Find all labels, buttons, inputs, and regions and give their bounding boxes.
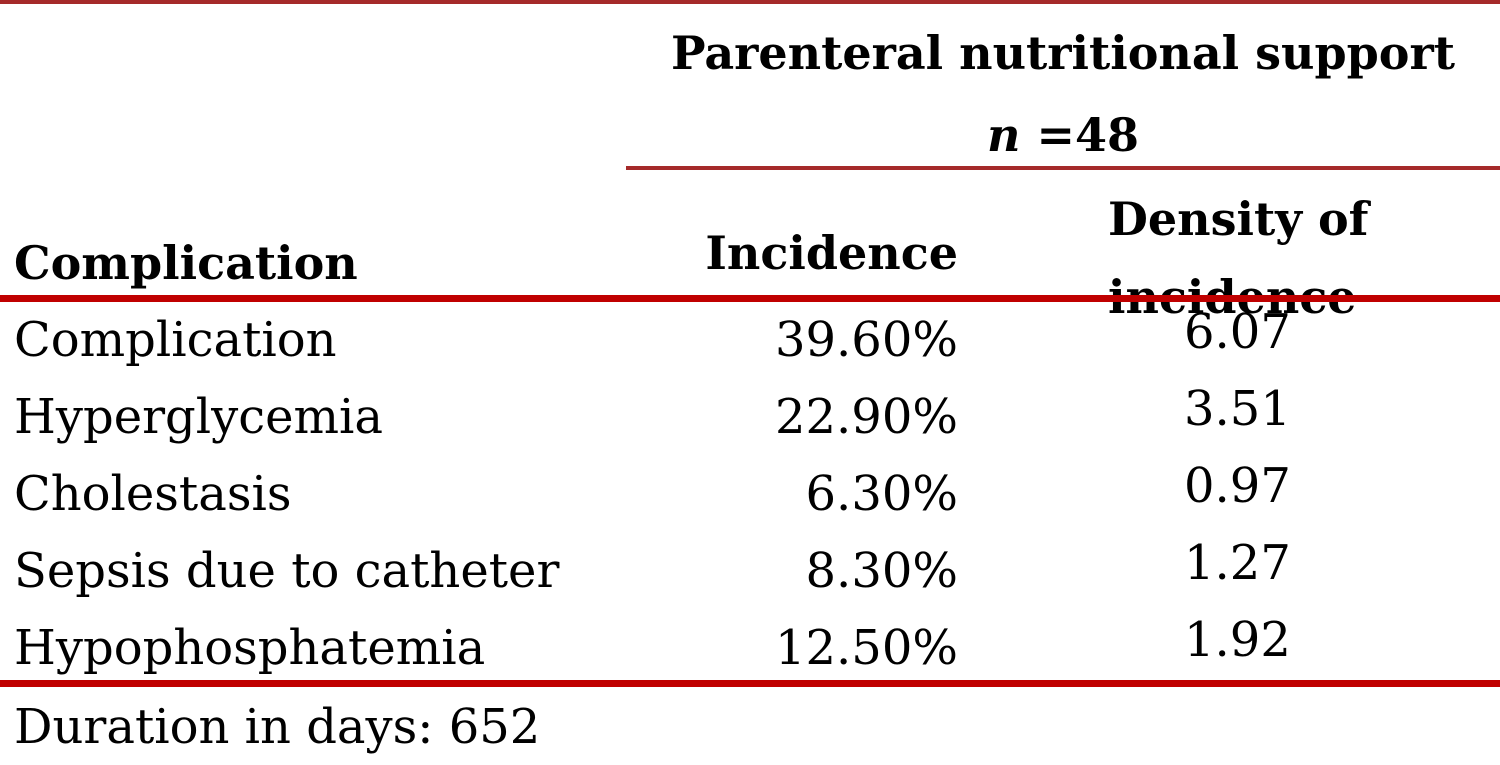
table-row: Hypophosphatemia 12.50% 1.92 <box>0 616 1500 700</box>
row-label: Sepsis due to catheter <box>14 543 560 599</box>
row-incidence: 22.90% <box>774 389 958 445</box>
table-footnote: Duration in days: 652 <box>14 699 541 755</box>
table-row: Cholestasis 6.30% 0.97 <box>0 462 1500 546</box>
sample-size-value: =48 <box>1020 108 1140 162</box>
table-row: Complication 39.60% 6.07 <box>0 308 1500 392</box>
header-bottom-rule <box>0 295 1500 302</box>
group-header-sample-size: n =48 <box>626 112 1500 158</box>
row-label: Complication <box>14 312 337 368</box>
column-header-complication: Complication <box>14 236 358 290</box>
table-bottom-rule <box>0 680 1500 687</box>
table-row: Hyperglycemia 22.90% 3.51 <box>0 385 1500 469</box>
column-header-density-line1: Density of <box>1108 192 1369 246</box>
table-row: Sepsis due to catheter 8.30% 1.27 <box>0 539 1500 623</box>
group-header-rule <box>626 166 1500 170</box>
row-incidence: 6.30% <box>805 466 958 522</box>
row-label: Cholestasis <box>14 466 292 522</box>
row-density: 1.27 <box>1184 535 1291 591</box>
sample-size-symbol: n <box>986 108 1021 162</box>
row-incidence: 8.30% <box>805 543 958 599</box>
row-incidence: 12.50% <box>774 620 958 676</box>
row-incidence: 39.60% <box>774 312 958 368</box>
row-label: Hypophosphatemia <box>14 620 486 676</box>
row-density: 3.51 <box>1184 381 1291 437</box>
group-header-title: Parenteral nutritional support <box>671 26 1455 80</box>
row-label: Hyperglycemia <box>14 389 384 445</box>
row-density: 1.92 <box>1184 612 1291 668</box>
row-density: 0.97 <box>1184 458 1291 514</box>
table-top-rule <box>0 0 1500 4</box>
column-header-incidence: Incidence <box>705 226 958 280</box>
row-density: 6.07 <box>1184 304 1291 360</box>
